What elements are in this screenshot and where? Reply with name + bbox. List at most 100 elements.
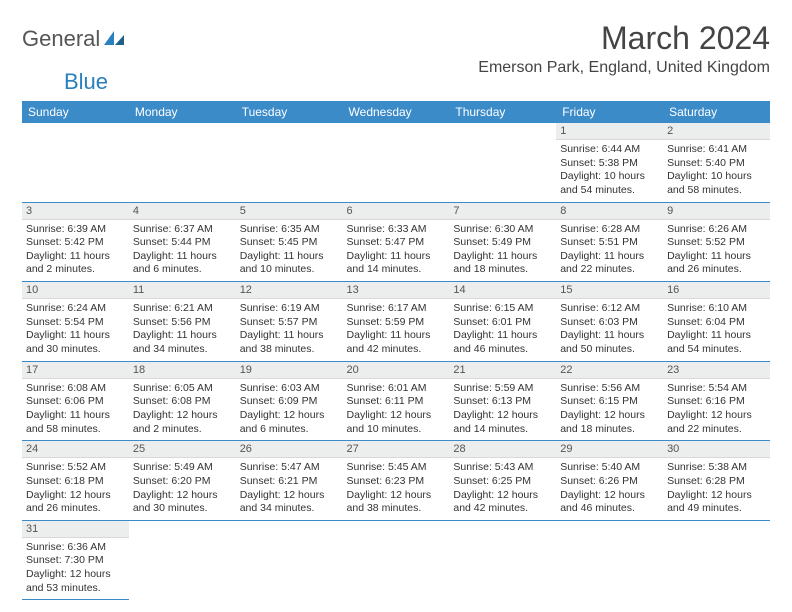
calendar-cell (449, 123, 556, 202)
day-number: 1 (556, 123, 663, 140)
day-details: Sunrise: 6:05 AMSunset: 6:08 PMDaylight:… (129, 379, 236, 441)
sunrise-text: Sunrise: 6:35 AM (240, 223, 339, 237)
day-number: 26 (236, 441, 343, 458)
sunset-text: Sunset: 5:51 PM (560, 236, 659, 250)
daylight-text: Daylight: 11 hours (667, 250, 766, 264)
day-number: 31 (22, 521, 129, 538)
calendar-cell: 24Sunrise: 5:52 AMSunset: 6:18 PMDayligh… (22, 441, 129, 521)
day-number: 14 (449, 282, 556, 299)
day-number: 9 (663, 203, 770, 220)
calendar-cell: 5Sunrise: 6:35 AMSunset: 5:45 PMDaylight… (236, 202, 343, 282)
daylight-text: Daylight: 11 hours (667, 329, 766, 343)
calendar-cell (343, 123, 450, 202)
daylight-text: Daylight: 11 hours (240, 250, 339, 264)
daylight-text-2: and 22 minutes. (667, 423, 766, 437)
daylight-text: Daylight: 12 hours (667, 409, 766, 423)
sunrise-text: Sunrise: 6:19 AM (240, 302, 339, 316)
weekday-header: Saturday (663, 101, 770, 123)
calendar-cell: 10Sunrise: 6:24 AMSunset: 5:54 PMDayligh… (22, 282, 129, 362)
sunrise-text: Sunrise: 5:40 AM (560, 461, 659, 475)
sunrise-text: Sunrise: 5:38 AM (667, 461, 766, 475)
calendar-cell: 26Sunrise: 5:47 AMSunset: 6:21 PMDayligh… (236, 441, 343, 521)
sunrise-text: Sunrise: 6:03 AM (240, 382, 339, 396)
daylight-text: Daylight: 11 hours (347, 250, 446, 264)
daylight-text: Daylight: 12 hours (347, 409, 446, 423)
daylight-text: Daylight: 10 hours (560, 170, 659, 184)
weekday-header: Monday (129, 101, 236, 123)
day-number: 5 (236, 203, 343, 220)
day-number: 17 (22, 362, 129, 379)
calendar-cell (556, 520, 663, 600)
calendar-row: 24Sunrise: 5:52 AMSunset: 6:18 PMDayligh… (22, 441, 770, 521)
daylight-text-2: and 6 minutes. (240, 423, 339, 437)
sunrise-text: Sunrise: 6:30 AM (453, 223, 552, 237)
brand-part2: Blue (22, 69, 108, 94)
calendar-cell: 28Sunrise: 5:43 AMSunset: 6:25 PMDayligh… (449, 441, 556, 521)
sunrise-text: Sunrise: 6:36 AM (26, 541, 125, 555)
day-details: Sunrise: 6:28 AMSunset: 5:51 PMDaylight:… (556, 220, 663, 282)
day-details: Sunrise: 6:35 AMSunset: 5:45 PMDaylight:… (236, 220, 343, 282)
daylight-text: Daylight: 11 hours (453, 250, 552, 264)
calendar-cell: 12Sunrise: 6:19 AMSunset: 5:57 PMDayligh… (236, 282, 343, 362)
day-details: Sunrise: 5:49 AMSunset: 6:20 PMDaylight:… (129, 458, 236, 520)
sunset-text: Sunset: 6:04 PM (667, 316, 766, 330)
calendar-cell: 23Sunrise: 5:54 AMSunset: 6:16 PMDayligh… (663, 361, 770, 441)
day-details: Sunrise: 5:56 AMSunset: 6:15 PMDaylight:… (556, 379, 663, 441)
day-details: Sunrise: 6:17 AMSunset: 5:59 PMDaylight:… (343, 299, 450, 361)
day-number: 28 (449, 441, 556, 458)
sunset-text: Sunset: 6:11 PM (347, 395, 446, 409)
day-details: Sunrise: 5:54 AMSunset: 6:16 PMDaylight:… (663, 379, 770, 441)
month-title: March 2024 (478, 20, 770, 57)
sunset-text: Sunset: 6:23 PM (347, 475, 446, 489)
sunset-text: Sunset: 6:28 PM (667, 475, 766, 489)
sunrise-text: Sunrise: 6:12 AM (560, 302, 659, 316)
sunrise-text: Sunrise: 6:26 AM (667, 223, 766, 237)
weekday-header: Tuesday (236, 101, 343, 123)
sunset-text: Sunset: 6:18 PM (26, 475, 125, 489)
calendar-cell (129, 520, 236, 600)
daylight-text-2: and 14 minutes. (347, 263, 446, 277)
day-number: 22 (556, 362, 663, 379)
sunset-text: Sunset: 5:57 PM (240, 316, 339, 330)
sunset-text: Sunset: 5:40 PM (667, 157, 766, 171)
daylight-text-2: and 30 minutes. (133, 502, 232, 516)
daylight-text-2: and 42 minutes. (347, 343, 446, 357)
sunrise-text: Sunrise: 6:37 AM (133, 223, 232, 237)
sunset-text: Sunset: 6:08 PM (133, 395, 232, 409)
day-details: Sunrise: 5:38 AMSunset: 6:28 PMDaylight:… (663, 458, 770, 520)
day-details: Sunrise: 5:40 AMSunset: 6:26 PMDaylight:… (556, 458, 663, 520)
day-number: 15 (556, 282, 663, 299)
calendar-table: Sunday Monday Tuesday Wednesday Thursday… (22, 101, 770, 600)
day-number: 27 (343, 441, 450, 458)
daylight-text: Daylight: 12 hours (240, 489, 339, 503)
calendar-cell: 9Sunrise: 6:26 AMSunset: 5:52 PMDaylight… (663, 202, 770, 282)
daylight-text-2: and 22 minutes. (560, 263, 659, 277)
calendar-cell: 2Sunrise: 6:41 AMSunset: 5:40 PMDaylight… (663, 123, 770, 202)
daylight-text: Daylight: 11 hours (560, 329, 659, 343)
weekday-header: Sunday (22, 101, 129, 123)
sunset-text: Sunset: 6:15 PM (560, 395, 659, 409)
day-number: 25 (129, 441, 236, 458)
sunset-text: Sunset: 7:30 PM (26, 554, 125, 568)
day-number: 13 (343, 282, 450, 299)
day-details: Sunrise: 6:36 AMSunset: 7:30 PMDaylight:… (22, 538, 129, 600)
sunset-text: Sunset: 5:45 PM (240, 236, 339, 250)
calendar-body: 1Sunrise: 6:44 AMSunset: 5:38 PMDaylight… (22, 123, 770, 600)
sunrise-text: Sunrise: 6:21 AM (133, 302, 232, 316)
day-number: 8 (556, 203, 663, 220)
daylight-text: Daylight: 12 hours (667, 489, 766, 503)
day-details: Sunrise: 6:08 AMSunset: 6:06 PMDaylight:… (22, 379, 129, 441)
sunrise-text: Sunrise: 6:33 AM (347, 223, 446, 237)
day-details: Sunrise: 6:30 AMSunset: 5:49 PMDaylight:… (449, 220, 556, 282)
day-number: 16 (663, 282, 770, 299)
daylight-text: Daylight: 11 hours (26, 250, 125, 264)
calendar-cell: 15Sunrise: 6:12 AMSunset: 6:03 PMDayligh… (556, 282, 663, 362)
daylight-text-2: and 2 minutes. (133, 423, 232, 437)
sunset-text: Sunset: 5:44 PM (133, 236, 232, 250)
sunrise-text: Sunrise: 6:08 AM (26, 382, 125, 396)
daylight-text-2: and 18 minutes. (453, 263, 552, 277)
calendar-cell: 4Sunrise: 6:37 AMSunset: 5:44 PMDaylight… (129, 202, 236, 282)
daylight-text: Daylight: 12 hours (133, 489, 232, 503)
calendar-cell: 8Sunrise: 6:28 AMSunset: 5:51 PMDaylight… (556, 202, 663, 282)
sunrise-text: Sunrise: 5:56 AM (560, 382, 659, 396)
